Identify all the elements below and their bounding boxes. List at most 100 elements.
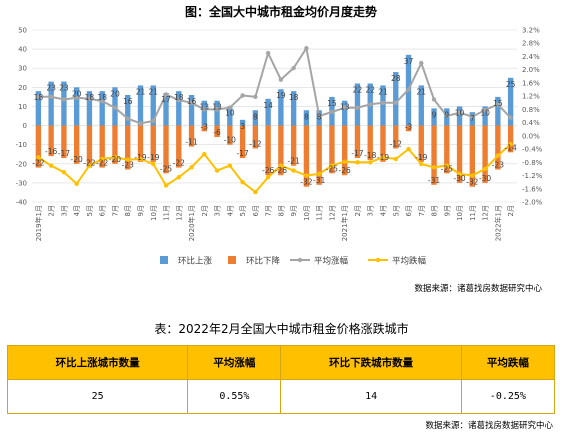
avg-fall-point: [151, 161, 156, 167]
avg-fall-point: [316, 171, 322, 177]
avg-fall-point: [138, 156, 143, 162]
legend-label: 环比上涨: [178, 256, 213, 267]
bar-down: [112, 125, 118, 164]
bar-up: [252, 110, 259, 126]
down-data-label: -12: [390, 139, 402, 148]
cell-avg-rise: 0.55%: [187, 379, 282, 414]
down-data-label: -22: [83, 159, 95, 168]
legend-label: 环比下降: [246, 256, 281, 267]
bar-down: [316, 125, 322, 185]
avg-fall-point: [48, 163, 54, 168]
avg-rise-point: [380, 100, 386, 105]
bar-down: [188, 125, 195, 147]
x-tick-label: 10月: [456, 205, 464, 221]
bar-up: [188, 94, 195, 126]
up-data-label: 13: [200, 103, 210, 112]
x-tick-group: 9月: [443, 205, 451, 216]
x-tick-label: 3月: [60, 205, 68, 216]
x-tick-label: 10月: [303, 205, 311, 221]
avg-fall-point: [163, 183, 169, 188]
avg-fall-point: [342, 159, 347, 164]
up-data-label: 15: [493, 99, 503, 108]
up-data-label: 8: [317, 112, 322, 121]
legend-label: 平均涨幅: [314, 256, 349, 267]
table-row: 25 0.55% 14 -0.25%: [6, 379, 556, 414]
right-tick-label: 1.6%: [522, 79, 540, 87]
table-header-row: 环比上涨城市数量 平均涨幅 环比下跌城市数量 平均跌幅: [6, 345, 556, 380]
avg-fall-point: [380, 155, 386, 160]
x-tick-group: 2019年1月: [34, 205, 43, 241]
left-tick-label: -40: [16, 199, 27, 207]
down-data-label: -32: [466, 178, 478, 187]
avg-rise-point: [202, 107, 207, 112]
up-data-label: 25: [506, 80, 516, 89]
down-data-label: -20: [71, 155, 83, 164]
right-tick-label: 3.2%: [522, 27, 540, 35]
avg-rise-point: [457, 110, 462, 115]
x-tick-group: 4月: [73, 205, 81, 216]
left-tick-label: 40: [18, 46, 27, 54]
x-tick-group: 11月: [469, 205, 477, 221]
x-axis-ticks: 2019年1月 2月 3月 4月 5月 6月 7月 8月 9月 10月 11月 12月 2020年1月 2…: [34, 205, 515, 241]
avg-rise-point: [74, 95, 79, 101]
bar-down: [214, 125, 220, 138]
right-axis-ticks: 3.2% 2.8% 2.4% 2.0% 1.6% 1.2% 0.8% 0.4% 0.0% -0.4…: [522, 27, 543, 207]
avg-rise-point: [48, 94, 54, 100]
up-data-label: 8: [253, 112, 258, 121]
left-tick-label: -10: [16, 141, 27, 149]
x-tick-label: 9月: [290, 205, 298, 216]
avg-fall-point: [444, 163, 450, 168]
up-data-label: 16: [187, 97, 197, 106]
avg-fall-point: [214, 168, 220, 173]
avg-fall-point: [470, 173, 475, 178]
x-tick-label: 5月: [239, 205, 247, 216]
avg-rise-point: [125, 116, 130, 121]
table-source: 数据来源：诸葛找房数据研究中心: [425, 421, 553, 431]
right-tick-label: 2.0%: [522, 66, 540, 74]
right-tick-label: 0.8%: [522, 106, 540, 114]
up-data-label: 17: [161, 95, 171, 104]
avg-rise-point: [227, 105, 233, 110]
legend-swatch: [228, 256, 236, 264]
header-avg-rise: 平均涨幅: [187, 345, 282, 380]
avg-fall-point: [202, 151, 207, 157]
bar-up: [227, 106, 233, 126]
down-data-label: -18: [364, 151, 376, 160]
x-tick-label: 11月: [469, 205, 477, 221]
x-tick-group: 4月: [379, 205, 387, 216]
avg-rise-point: [355, 105, 360, 110]
bar-down: [61, 125, 67, 159]
bar-up: [176, 91, 182, 126]
up-data-label: 20: [110, 89, 120, 98]
down-data-label: -6: [213, 128, 221, 137]
left-axis-ticks: 50 40 30 20 10 0 -10 -20 -30 -40: [16, 27, 27, 207]
x-tick-group: 2月: [201, 205, 209, 216]
x-tick-group: 8月: [431, 205, 439, 216]
right-tick-label: -2.0%: [522, 199, 543, 207]
down-data-label: -26: [339, 166, 351, 175]
down-data-label: -12: [249, 139, 261, 148]
x-tick-group: 2022年1月: [493, 205, 502, 241]
up-data-label: 10: [455, 108, 465, 117]
avg-rise-point: [61, 97, 67, 102]
chart-title: 图：全国大中城市租金均价月度走势: [185, 4, 377, 19]
x-tick-group: 7月: [265, 205, 273, 216]
bar-down: [150, 125, 156, 162]
bar-up: [73, 87, 80, 126]
bar-up: [507, 77, 514, 126]
x-tick-label: 12月: [175, 205, 183, 221]
legend-swatch-dot: [297, 257, 303, 263]
avg-rise-point: [406, 87, 411, 92]
x-tick-label: 4月: [379, 205, 387, 216]
cell-up-count: 25: [6, 379, 189, 414]
avg-fall-point: [431, 165, 437, 170]
avg-fall-point: [125, 157, 130, 162]
down-data-label: -30: [479, 174, 491, 183]
right-tick-label: 1.2%: [522, 93, 540, 101]
down-data-label: -22: [32, 159, 44, 168]
chart-bars: [35, 54, 514, 187]
avg-rise-point: [214, 107, 220, 112]
up-data-label: 23: [59, 84, 69, 93]
